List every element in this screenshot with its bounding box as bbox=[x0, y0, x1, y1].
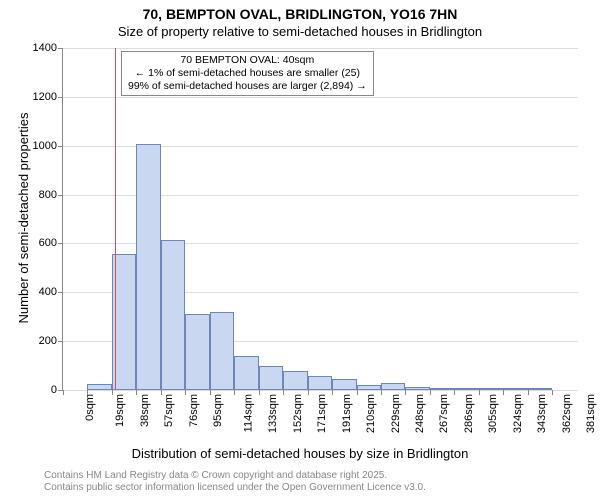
y-tick-mark bbox=[58, 97, 63, 98]
x-tick-label: 229sqm bbox=[390, 394, 402, 433]
y-tick-mark bbox=[58, 195, 63, 196]
x-tick-mark bbox=[503, 390, 504, 395]
histogram-bar bbox=[381, 383, 405, 390]
x-tick-mark bbox=[332, 390, 333, 395]
x-tick-label: 248sqm bbox=[414, 394, 426, 433]
subject-marker-line bbox=[115, 48, 116, 390]
x-tick-mark bbox=[308, 390, 309, 395]
histogram-bar bbox=[430, 388, 454, 390]
histogram-bar bbox=[112, 254, 136, 390]
x-tick-label: 267sqm bbox=[439, 394, 451, 433]
y-axis-label: Number of semi-detached properties bbox=[16, 113, 31, 324]
gridline bbox=[63, 97, 578, 98]
x-tick-mark bbox=[357, 390, 358, 395]
histogram-bar bbox=[332, 379, 356, 390]
histogram-bar bbox=[503, 388, 527, 390]
histogram-bar bbox=[210, 312, 234, 390]
histogram-bar bbox=[479, 388, 503, 390]
histogram-bar bbox=[454, 388, 478, 390]
x-tick-mark bbox=[283, 390, 284, 395]
annotation-box: 70 BEMPTON OVAL: 40sqm← 1% of semi-detac… bbox=[121, 51, 374, 96]
x-tick-label: 324sqm bbox=[512, 394, 524, 433]
x-tick-label: 76sqm bbox=[188, 394, 200, 427]
y-tick-mark bbox=[58, 146, 63, 147]
x-tick-mark bbox=[381, 390, 382, 395]
x-tick-label: 305sqm bbox=[488, 394, 500, 433]
x-tick-mark bbox=[405, 390, 406, 395]
x-tick-label: 286sqm bbox=[463, 394, 475, 433]
histogram-bar bbox=[185, 314, 209, 390]
x-tick-mark bbox=[136, 390, 137, 395]
x-tick-mark bbox=[259, 390, 260, 395]
x-tick-label: 38sqm bbox=[139, 394, 151, 427]
footer-line-1: Contains HM Land Registry data © Crown c… bbox=[44, 470, 426, 482]
x-tick-label: 191sqm bbox=[341, 394, 353, 433]
chart-title-1: 70, BEMPTON OVAL, BRIDLINGTON, YO16 7HN bbox=[0, 6, 600, 22]
histogram-bar bbox=[161, 240, 185, 390]
y-tick-mark bbox=[58, 48, 63, 49]
gridline bbox=[63, 48, 578, 49]
annotation-line: 70 BEMPTON OVAL: 40sqm bbox=[128, 54, 367, 67]
gridline bbox=[63, 390, 578, 391]
x-tick-label: 171sqm bbox=[316, 394, 328, 433]
annotation-line: ← 1% of semi-detached houses are smaller… bbox=[128, 67, 367, 80]
x-tick-label: 152sqm bbox=[292, 394, 304, 433]
x-tick-mark bbox=[454, 390, 455, 395]
x-tick-label: 57sqm bbox=[163, 394, 175, 427]
x-tick-mark bbox=[63, 390, 64, 395]
chart-container: 70, BEMPTON OVAL, BRIDLINGTON, YO16 7HN … bbox=[0, 0, 600, 500]
x-tick-label: 95sqm bbox=[212, 394, 224, 427]
x-tick-mark bbox=[430, 390, 431, 395]
plot-area: 02004006008001000120014000sqm19sqm38sqm5… bbox=[62, 48, 578, 391]
x-tick-label: 343sqm bbox=[536, 394, 548, 433]
x-tick-label: 0sqm bbox=[84, 394, 96, 421]
histogram-bar bbox=[259, 366, 283, 390]
x-tick-label: 362sqm bbox=[561, 394, 573, 433]
x-tick-label: 381sqm bbox=[585, 394, 597, 433]
x-tick-mark bbox=[185, 390, 186, 395]
histogram-bar bbox=[136, 144, 160, 390]
x-tick-mark bbox=[87, 390, 88, 395]
footer-attribution: Contains HM Land Registry data © Crown c… bbox=[44, 470, 426, 494]
chart-title-2: Size of property relative to semi-detach… bbox=[0, 24, 600, 39]
x-axis-label: Distribution of semi-detached houses by … bbox=[0, 446, 600, 461]
x-tick-mark bbox=[234, 390, 235, 395]
y-tick-mark bbox=[58, 341, 63, 342]
histogram-bar bbox=[87, 384, 111, 390]
histogram-bar bbox=[283, 371, 307, 390]
histogram-bar bbox=[357, 385, 381, 390]
histogram-bar bbox=[528, 388, 552, 390]
x-tick-mark bbox=[112, 390, 113, 395]
x-tick-label: 19sqm bbox=[114, 394, 126, 427]
histogram-bar bbox=[308, 376, 332, 390]
annotation-line: 99% of semi-detached houses are larger (… bbox=[128, 80, 367, 93]
x-tick-mark bbox=[161, 390, 162, 395]
y-tick-mark bbox=[58, 243, 63, 244]
histogram-bar bbox=[405, 387, 429, 390]
y-tick-mark bbox=[58, 292, 63, 293]
histogram-bar bbox=[234, 356, 258, 390]
x-tick-mark bbox=[552, 390, 553, 395]
x-tick-mark bbox=[210, 390, 211, 395]
x-tick-label: 133sqm bbox=[267, 394, 279, 433]
x-tick-mark bbox=[528, 390, 529, 395]
x-tick-mark bbox=[479, 390, 480, 395]
footer-line-2: Contains public sector information licen… bbox=[44, 482, 426, 494]
x-tick-label: 114sqm bbox=[242, 394, 254, 432]
x-tick-label: 210sqm bbox=[365, 394, 377, 433]
